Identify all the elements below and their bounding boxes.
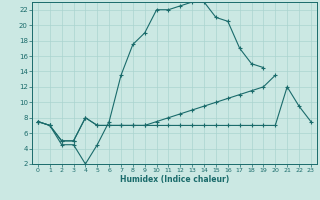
X-axis label: Humidex (Indice chaleur): Humidex (Indice chaleur) <box>120 175 229 184</box>
